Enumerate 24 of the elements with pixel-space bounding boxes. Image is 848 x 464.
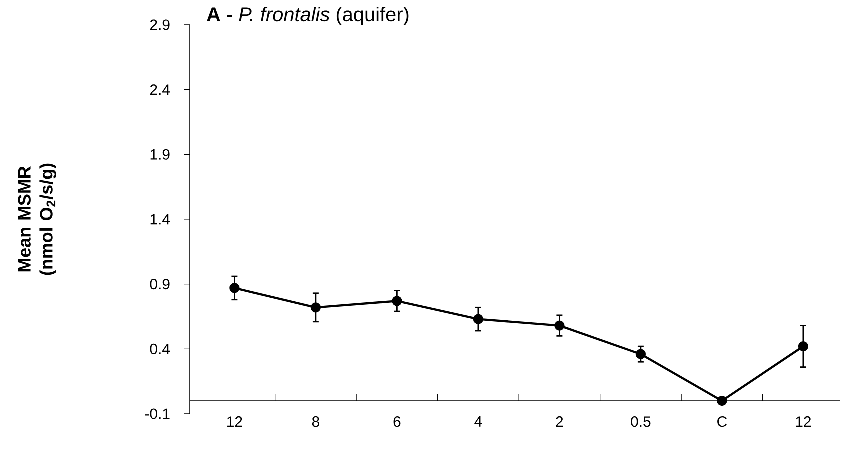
point	[392, 296, 402, 306]
x-tick-label: 12	[228, 416, 242, 427]
chart-title: A - P. frontalis (aquifer)	[207, 6, 409, 26]
x-tick-label: 0.5	[631, 416, 651, 428]
x-tick-label: C	[718, 416, 728, 428]
x-tick-label: 8	[312, 416, 320, 428]
point	[554, 320, 565, 331]
point	[717, 396, 728, 406]
point	[636, 349, 646, 360]
y-tick-label: 1.4	[150, 214, 170, 225]
point	[473, 314, 484, 324]
point	[230, 283, 240, 294]
x-tick-label: 4	[474, 416, 482, 427]
y-tick-label: 1.9	[150, 149, 170, 160]
y-tick-label: 0.9	[150, 279, 170, 290]
y-tick-label: 2.9	[150, 20, 170, 30]
y-tick-label: 0.4	[150, 344, 170, 354]
x-tick-label: 6	[394, 416, 401, 428]
point	[798, 341, 809, 352]
x-tick-label: 12	[796, 416, 811, 427]
x-tick-label: 2	[556, 416, 564, 427]
point	[310, 302, 322, 313]
y-tick-label: 2.4	[150, 84, 170, 96]
y-tick-label: -0.1	[145, 408, 170, 420]
